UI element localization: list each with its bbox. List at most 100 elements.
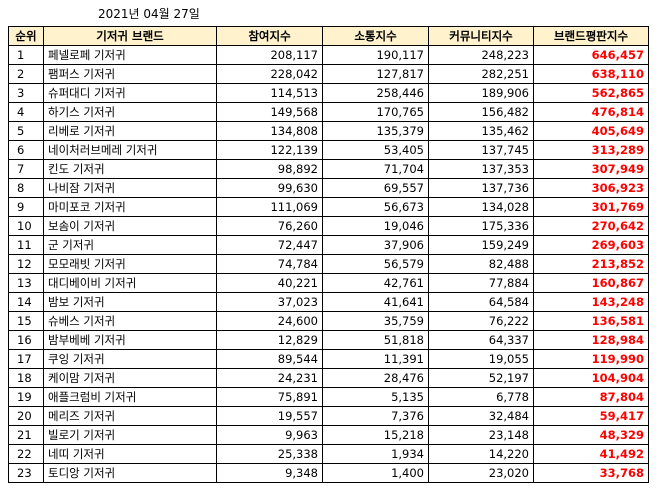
rank-cell: 4 <box>8 102 44 122</box>
reputation-cell: 59,417 <box>533 406 649 426</box>
reputation-cell: 143,248 <box>533 292 649 312</box>
rank-cell: 16 <box>8 330 44 350</box>
table-row: 1 페넬로페 기저귀 208,117 190,117 248,223 646,457 <box>8 45 649 65</box>
participation-cell: 74,784 <box>216 254 323 274</box>
reputation-cell: 638,110 <box>533 64 649 84</box>
rank-cell: 20 <box>8 406 44 426</box>
communication-cell: 41,641 <box>322 292 429 312</box>
participation-cell: 40,221 <box>216 273 323 293</box>
participation-cell: 114,513 <box>216 83 323 103</box>
table-row: 2 팸퍼스 기저귀 228,042 127,817 282,251 638,110 <box>8 64 649 84</box>
participation-cell: 9,348 <box>216 463 323 483</box>
brand-cell: 모모래빗 기저귀 <box>43 254 217 274</box>
table-row: 3 슈퍼대디 기저귀 114,513 258,446 189,906 562,865 <box>8 83 649 103</box>
community-cell: 52,197 <box>428 368 534 388</box>
header-reputation-index: 브랜드평판지수 <box>533 26 649 46</box>
brand-cell: 팸퍼스 기저귀 <box>43 64 217 84</box>
table-row: 13 대디베이비 기저귀 40,221 42,761 77,884 160,867 <box>8 273 649 293</box>
communication-cell: 42,761 <box>322 273 429 293</box>
community-cell: 137,353 <box>428 159 534 179</box>
communication-cell: 56,673 <box>322 197 429 217</box>
participation-cell: 122,139 <box>216 140 323 160</box>
rank-cell: 7 <box>8 159 44 179</box>
community-cell: 23,148 <box>428 425 534 445</box>
brand-cell: 킨도 기저귀 <box>43 159 217 179</box>
community-cell: 14,220 <box>428 444 534 464</box>
rank-cell: 22 <box>8 444 44 464</box>
brand-cell: 나비잠 기저귀 <box>43 178 217 198</box>
reputation-cell: 41,492 <box>533 444 649 464</box>
reputation-cell: 87,804 <box>533 387 649 407</box>
date-label: 2021년 04월 27일 <box>98 7 200 21</box>
communication-cell: 135,379 <box>322 121 429 141</box>
communication-cell: 37,906 <box>322 235 429 255</box>
brand-cell: 애플크럼비 기저귀 <box>43 387 217 407</box>
brand-cell: 밤부베베 기저귀 <box>43 330 217 350</box>
table-row: 16 밤부베베 기저귀 12,829 51,818 64,337 128,984 <box>8 330 649 350</box>
participation-cell: 24,231 <box>216 368 323 388</box>
participation-cell: 9,963 <box>216 425 323 445</box>
participation-cell: 98,892 <box>216 159 323 179</box>
table-row: 11 군 기저귀 72,447 37,906 159,249 269,603 <box>8 235 649 255</box>
participation-cell: 24,600 <box>216 311 323 331</box>
communication-cell: 56,579 <box>322 254 429 274</box>
communication-cell: 258,446 <box>322 83 429 103</box>
communication-cell: 69,557 <box>322 178 429 198</box>
communication-cell: 71,704 <box>322 159 429 179</box>
communication-cell: 170,765 <box>322 102 429 122</box>
brand-cell: 케이맘 기저귀 <box>43 368 217 388</box>
communication-cell: 51,818 <box>322 330 429 350</box>
participation-cell: 134,808 <box>216 121 323 141</box>
communication-cell: 190,117 <box>322 45 429 65</box>
rank-cell: 1 <box>8 45 44 65</box>
rank-cell: 10 <box>8 216 44 236</box>
community-cell: 32,484 <box>428 406 534 426</box>
participation-cell: 89,544 <box>216 349 323 369</box>
community-cell: 248,223 <box>428 45 534 65</box>
reputation-cell: 128,984 <box>533 330 649 350</box>
community-cell: 175,336 <box>428 216 534 236</box>
reputation-cell: 270,642 <box>533 216 649 236</box>
rank-cell: 17 <box>8 349 44 369</box>
rank-cell: 2 <box>8 64 44 84</box>
rank-cell: 23 <box>8 463 44 483</box>
communication-cell: 53,405 <box>322 140 429 160</box>
brand-cell: 토디앙 기저귀 <box>43 463 217 483</box>
reputation-cell: 646,457 <box>533 45 649 65</box>
community-cell: 137,736 <box>428 178 534 198</box>
reputation-cell: 306,923 <box>533 178 649 198</box>
table-row: 9 마미포코 기저귀 111,069 56,673 134,028 301,769 <box>8 197 649 217</box>
header-community-index: 커뮤니티지수 <box>428 26 534 46</box>
rank-cell: 12 <box>8 254 44 274</box>
participation-cell: 111,069 <box>216 197 323 217</box>
reputation-cell: 33,768 <box>533 463 649 483</box>
brand-cell: 대디베이비 기저귀 <box>43 273 217 293</box>
brand-cell: 군 기저귀 <box>43 235 217 255</box>
rank-cell: 9 <box>8 197 44 217</box>
table-row: 19 애플크럼비 기저귀 75,891 5,135 6,778 87,804 <box>8 387 649 407</box>
table-row: 15 슈베스 기저귀 24,600 35,759 76,222 136,581 <box>8 311 649 331</box>
reputation-cell: 307,949 <box>533 159 649 179</box>
brand-cell: 빌로기 기저귀 <box>43 425 217 445</box>
brand-cell: 밤보 기저귀 <box>43 292 217 312</box>
table-row: 8 나비잠 기저귀 99,630 69,557 137,736 306,923 <box>8 178 649 198</box>
participation-cell: 25,338 <box>216 444 323 464</box>
communication-cell: 19,046 <box>322 216 429 236</box>
participation-cell: 12,829 <box>216 330 323 350</box>
table-row: 7 킨도 기저귀 98,892 71,704 137,353 307,949 <box>8 159 649 179</box>
rank-cell: 14 <box>8 292 44 312</box>
rank-cell: 11 <box>8 235 44 255</box>
participation-cell: 72,447 <box>216 235 323 255</box>
community-cell: 64,337 <box>428 330 534 350</box>
community-cell: 6,778 <box>428 387 534 407</box>
communication-cell: 1,400 <box>322 463 429 483</box>
table-row: 5 리베로 기저귀 134,808 135,379 135,462 405,649 <box>8 121 649 141</box>
table-row: 18 케이맘 기저귀 24,231 28,476 52,197 104,904 <box>8 368 649 388</box>
brand-cell: 마미포코 기저귀 <box>43 197 217 217</box>
participation-cell: 149,568 <box>216 102 323 122</box>
community-cell: 64,584 <box>428 292 534 312</box>
header-rank: 순위 <box>8 26 44 46</box>
communication-cell: 11,391 <box>322 349 429 369</box>
table-row: 4 하기스 기저귀 149,568 170,765 156,482 476,814 <box>8 102 649 122</box>
table-row: 14 밤보 기저귀 37,023 41,641 64,584 143,248 <box>8 292 649 312</box>
